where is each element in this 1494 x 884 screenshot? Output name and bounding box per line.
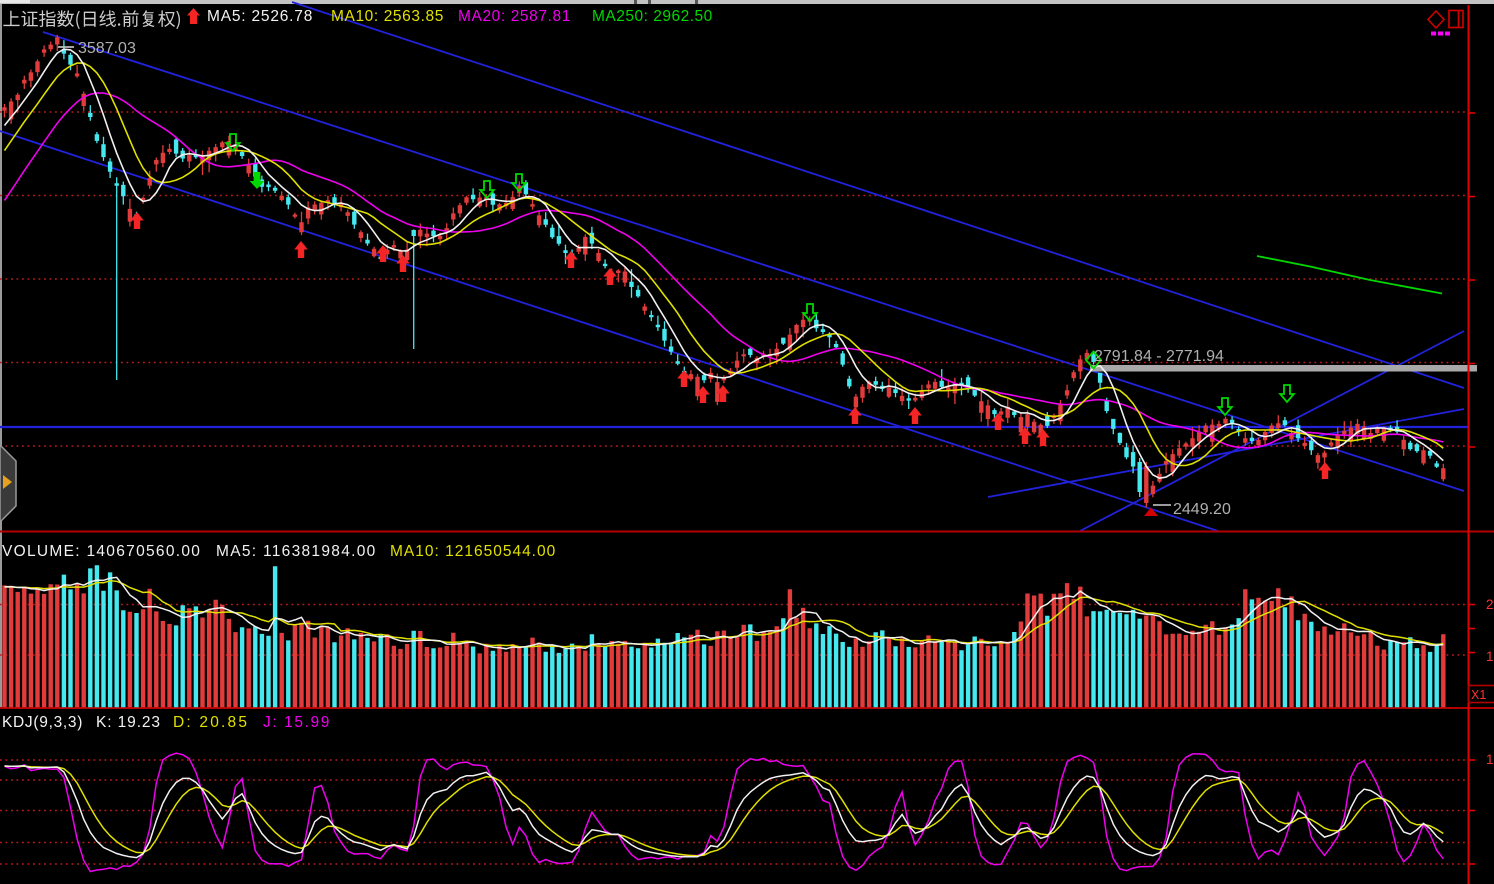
svg-text:3587.03: 3587.03 [78, 40, 136, 57]
svg-text:1: 1 [1486, 752, 1494, 767]
svg-text:K: 19.23: K: 19.23 [96, 714, 161, 731]
svg-text:MA10: 121650544.00: MA10: 121650544.00 [390, 543, 556, 560]
svg-text:MA20: 2587.81: MA20: 2587.81 [458, 8, 571, 25]
svg-text:2449.20: 2449.20 [1173, 501, 1231, 518]
svg-text:VOLUME: 140670560.00: VOLUME: 140670560.00 [2, 543, 201, 560]
svg-text:2791.84 - 2771.94: 2791.84 - 2771.94 [1094, 348, 1224, 365]
svg-text:MA5: 2526.78: MA5: 2526.78 [207, 8, 313, 25]
svg-text:MA250: 2962.50: MA250: 2962.50 [592, 8, 713, 25]
svg-text:J: 15.99: J: 15.99 [263, 714, 331, 731]
svg-text:1: 1 [1486, 649, 1494, 664]
svg-text:2: 2 [1486, 597, 1494, 612]
svg-text:KDJ(9,3,3): KDJ(9,3,3) [2, 714, 83, 731]
svg-text:MA10: 2563.85: MA10: 2563.85 [331, 8, 444, 25]
svg-text:D: 20.85: D: 20.85 [173, 714, 249, 731]
svg-text:X1: X1 [1471, 688, 1486, 702]
svg-text:MA5: 116381984.00: MA5: 116381984.00 [216, 543, 377, 560]
